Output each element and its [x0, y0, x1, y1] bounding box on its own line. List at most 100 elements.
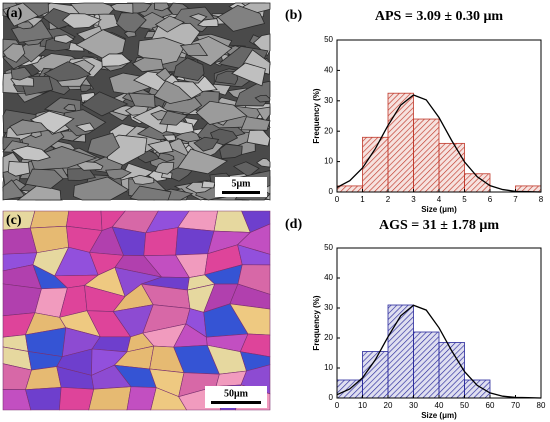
y-tick-label: 30 [324, 303, 333, 312]
scale-bar [211, 401, 261, 404]
x-tick-label: 60 [486, 401, 495, 410]
scale-bar-label: 5μm [232, 178, 252, 189]
x-tick-label: 0 [335, 401, 340, 410]
y-tick-label: 30 [324, 96, 333, 105]
particle [73, 176, 130, 201]
x-tick-label: 8 [539, 195, 544, 204]
particle [2, 43, 26, 63]
particle [219, 143, 243, 159]
grain [29, 210, 70, 229]
particle [154, 161, 175, 175]
bar [413, 118, 440, 193]
chart-title: AGS = 31 ± 1.78 μm [379, 218, 499, 233]
particle [75, 29, 126, 59]
y-tick-label: 50 [324, 243, 333, 252]
particle [129, 185, 172, 201]
particle [195, 100, 248, 125]
y-tick-label: 40 [324, 66, 333, 75]
particle [53, 34, 75, 44]
y-tick-label: 0 [329, 393, 334, 402]
sem-image [2, 2, 271, 201]
x-tick-label: 6 [488, 195, 493, 204]
x-tick-label: 20 [384, 401, 393, 410]
particle [254, 94, 271, 103]
bar [336, 185, 363, 193]
particle [256, 158, 271, 168]
x-tick-label: 1 [360, 195, 365, 204]
particle [231, 62, 266, 87]
particle [10, 145, 51, 162]
particle [153, 80, 193, 105]
panel-label: (a) [6, 6, 23, 21]
panel-label: (c) [6, 213, 22, 228]
particle [81, 91, 129, 117]
bar [362, 351, 389, 399]
bar [387, 92, 414, 193]
chart-title: APS = 3.09 ± 0.30 μm [375, 9, 504, 24]
particle [240, 116, 271, 131]
particle [9, 119, 49, 136]
bar [438, 142, 465, 193]
particle [154, 2, 170, 12]
particle [24, 168, 64, 189]
particle [128, 92, 156, 108]
grain [25, 387, 62, 411]
x-tick-label: 7 [513, 195, 518, 204]
panel-label: (b) [285, 8, 302, 23]
particle [256, 106, 271, 123]
bar [464, 379, 491, 399]
x-tick-label: 4 [437, 195, 442, 204]
x-tick-label: 70 [511, 401, 520, 410]
particle [61, 13, 102, 29]
particle [172, 57, 205, 81]
panel-label: (d) [285, 217, 302, 232]
y-axis-label: Frequency (%) [312, 88, 321, 143]
particle [201, 180, 216, 189]
y-tick-label: 20 [324, 333, 333, 342]
bar [362, 136, 389, 193]
particle [105, 168, 132, 180]
ebsd-image [2, 210, 271, 411]
scale-bar [222, 191, 260, 194]
particle [7, 160, 31, 177]
y-tick-label: 0 [329, 187, 334, 196]
particle [131, 174, 155, 185]
bar [387, 304, 414, 399]
particle [162, 134, 177, 142]
y-tick-label: 10 [324, 363, 333, 372]
particle [147, 139, 174, 155]
x-tick-label: 10 [358, 401, 367, 410]
x-tick-label: 2 [386, 195, 391, 204]
x-axis-label: Size (μm) [421, 411, 457, 420]
particle [131, 57, 165, 73]
particle [2, 2, 39, 27]
particle [110, 2, 134, 14]
particle [79, 84, 92, 92]
particle [197, 18, 219, 27]
grain [59, 387, 95, 411]
x-axis-label: Size (μm) [421, 205, 457, 214]
x-tick-label: 30 [409, 401, 418, 410]
particle [10, 66, 33, 81]
bar [413, 331, 440, 399]
x-tick-label: 3 [411, 195, 416, 204]
particle [101, 53, 132, 67]
particle [75, 122, 96, 132]
particle [179, 42, 209, 56]
particle [193, 136, 220, 152]
y-tick-label: 10 [324, 157, 333, 166]
particle [87, 132, 120, 158]
particle [177, 148, 229, 175]
y-tick-label: 50 [324, 35, 333, 44]
particle [157, 152, 175, 163]
grain [88, 386, 132, 411]
x-tick-label: 50 [460, 401, 469, 410]
particle [155, 67, 172, 82]
y-axis-label: Frequency (%) [312, 295, 321, 350]
particle [115, 12, 147, 33]
x-tick-label: 80 [537, 401, 546, 410]
y-tick-label: 40 [324, 273, 333, 282]
particle [69, 2, 117, 16]
y-tick-label: 20 [324, 126, 333, 135]
